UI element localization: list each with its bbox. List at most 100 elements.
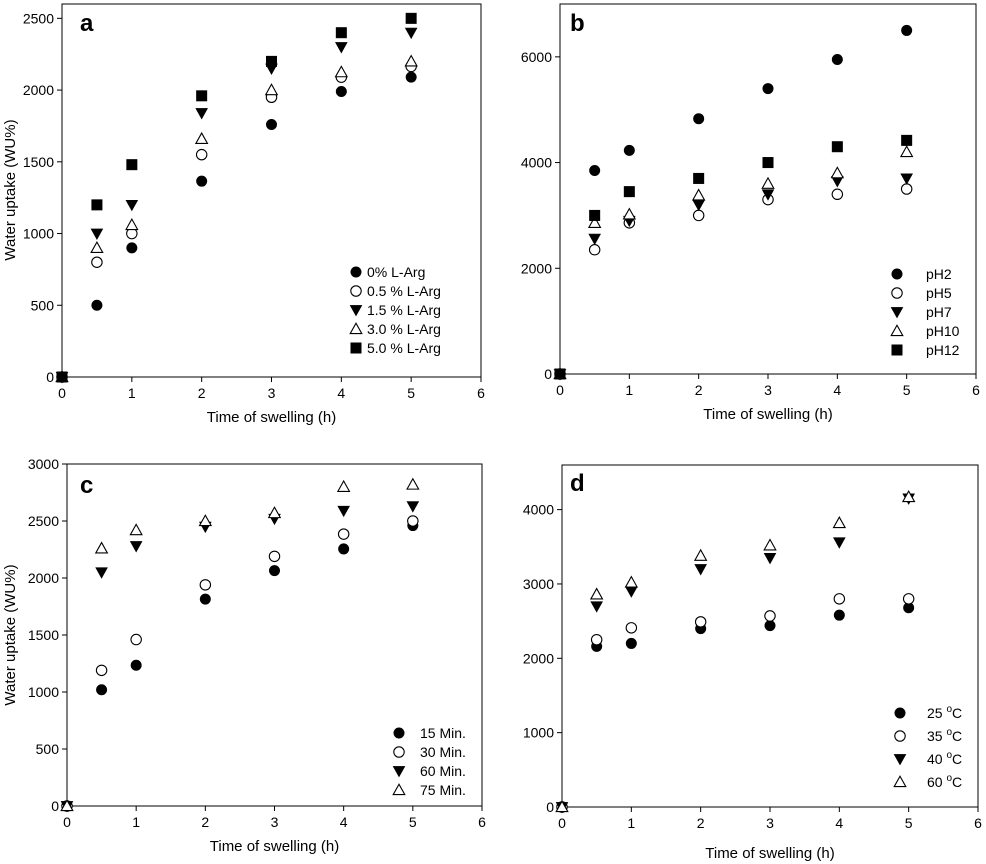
data-point <box>622 207 637 220</box>
legend-marker <box>392 766 406 778</box>
legend-marker <box>891 344 903 356</box>
data-point <box>692 199 705 212</box>
x-tick-label: 0 <box>558 815 566 831</box>
y-axis-title: Water uptake (WU%) <box>2 564 19 705</box>
data-point <box>406 501 420 513</box>
data-point <box>126 242 138 254</box>
data-point <box>694 616 707 628</box>
series-open-triangle-up <box>60 477 420 812</box>
data-point <box>764 610 776 622</box>
data-point <box>555 800 569 813</box>
data-point <box>196 90 208 102</box>
y-tick-label: 500 <box>36 741 60 757</box>
data-point <box>129 541 143 553</box>
x-tick-label: 1 <box>627 815 635 831</box>
x-tick-label: 0 <box>58 385 66 401</box>
legend-marker <box>350 266 362 278</box>
series-filled-triangle-down <box>60 501 420 813</box>
data-point <box>763 553 777 565</box>
panel-label: a <box>80 10 94 37</box>
x-tick-label: 6 <box>972 382 980 398</box>
data-point <box>831 188 844 201</box>
series-filled-triangle-down <box>553 173 913 381</box>
data-point <box>901 24 913 36</box>
legend: 25 oC 35 oC 40 oC 60 oC <box>893 704 962 790</box>
data-point <box>623 186 635 198</box>
plot-frame <box>561 464 979 808</box>
x-tick-label: 5 <box>905 815 913 831</box>
data-point <box>762 157 774 169</box>
y-tick-label: 2000 <box>523 650 554 666</box>
data-point <box>692 209 705 222</box>
y-tick-label: 2500 <box>23 10 54 26</box>
chart-panel-b: 0 1 2 3 4 5 6 0 2000 4000 6000 Time of swelling (h)… <box>521 3 980 423</box>
data-point <box>334 65 349 78</box>
data-point <box>96 684 108 696</box>
panel-label: b <box>570 10 585 37</box>
data-point <box>900 173 913 185</box>
x-axis-title: Time of swelling (h) <box>703 406 832 423</box>
data-point <box>91 199 103 211</box>
series-open-triangle-up <box>553 145 914 380</box>
legend-label: pH12 <box>926 342 960 358</box>
data-point <box>130 633 142 646</box>
legend-label: 5.0 % L-Arg <box>367 340 441 356</box>
data-point <box>404 27 418 40</box>
x-tick-label: 2 <box>198 385 206 401</box>
y-tick-label: 4000 <box>521 155 552 171</box>
data-point <box>60 799 74 812</box>
series-open-circle <box>61 515 419 812</box>
data-point <box>832 516 847 529</box>
x-tick-label: 6 <box>477 385 485 401</box>
data-point <box>126 159 138 171</box>
legend-label: 35 oC <box>927 727 962 744</box>
legend-marker <box>350 342 362 354</box>
chart-panel-a: 0 1 2 3 4 5 6 0 500 1000 1500 2000 2500 Time of swell… <box>2 3 485 426</box>
data-point <box>764 620 776 632</box>
data-point <box>265 119 277 131</box>
data-point <box>693 172 705 184</box>
x-tick-label: 3 <box>268 385 276 401</box>
legend-label: 3.0 % L-Arg <box>367 321 441 337</box>
y-tick-label: 2500 <box>28 513 59 529</box>
data-point <box>588 233 601 246</box>
data-point <box>624 575 639 588</box>
data-point <box>625 586 638 598</box>
y-tick-label: 0 <box>51 798 59 814</box>
legend-marker <box>393 727 405 739</box>
data-point <box>625 637 637 649</box>
data-point <box>404 54 418 67</box>
legend-label: 0% L-Arg <box>367 264 425 280</box>
y-tick-label: 1500 <box>23 154 54 170</box>
legend-marker <box>893 775 907 788</box>
data-point <box>268 550 281 563</box>
x-tick-label: 2 <box>201 814 209 830</box>
data-point <box>196 175 208 187</box>
data-point <box>125 199 139 212</box>
data-point <box>589 165 601 177</box>
data-point <box>335 86 347 98</box>
legend-label: pH10 <box>926 323 960 339</box>
x-tick-label: 4 <box>340 814 348 830</box>
y-tick-label: 0 <box>46 369 54 385</box>
data-point <box>763 538 777 551</box>
y-tick-label: 1500 <box>28 627 59 643</box>
data-point <box>406 477 420 490</box>
y-tick-label: 2000 <box>521 260 552 276</box>
legend-label: 60 oC <box>927 773 962 790</box>
legend: pH2 pH5 pH7 pH10 pH12 <box>890 266 960 358</box>
x-tick-label: 0 <box>63 814 71 830</box>
legend-label: 60 Min. <box>420 763 466 779</box>
legend-marker <box>393 746 405 758</box>
data-point <box>762 83 774 95</box>
data-point <box>199 579 212 591</box>
data-point <box>900 183 913 195</box>
series-filled-triangle-down <box>55 27 418 384</box>
y-tick-label: 1000 <box>28 684 59 700</box>
data-point <box>337 505 350 518</box>
legend-marker <box>349 322 363 335</box>
legend-marker <box>891 268 903 280</box>
y-tick-label: 2000 <box>23 82 54 98</box>
data-point <box>335 42 348 54</box>
data-point <box>902 593 915 605</box>
